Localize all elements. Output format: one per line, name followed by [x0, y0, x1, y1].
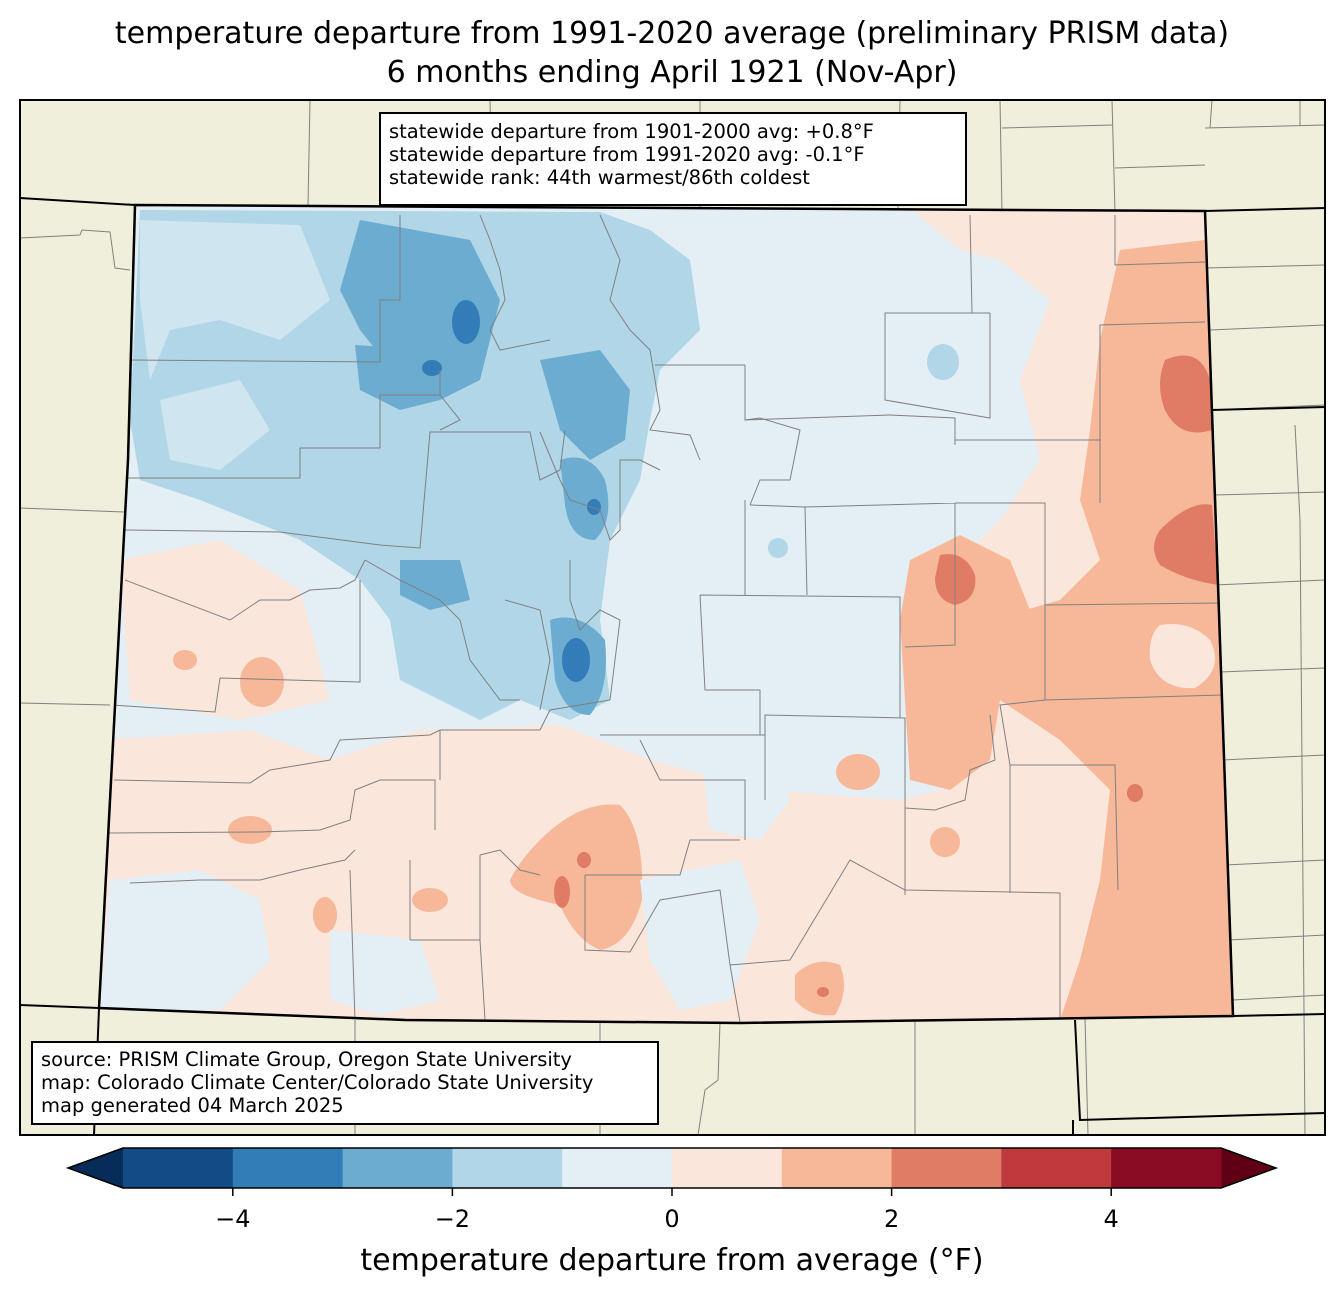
stat-line-1901-2000: statewide departure from 1901-2000 avg: … — [389, 120, 874, 143]
stat-line-1991-2020: statewide departure from 1991-2020 avg: … — [389, 143, 865, 166]
colorbar-tick-label: −2 — [434, 1205, 471, 1233]
departure-field — [99, 205, 1233, 1023]
colorbar-tick-label: 0 — [664, 1205, 680, 1233]
source-line: source: PRISM Climate Group, Oregon Stat… — [41, 1048, 572, 1071]
colorbar-tick-label: 2 — [883, 1205, 900, 1233]
map-title: temperature departure from 1991-2020 ave… — [114, 16, 1230, 51]
colorbar-outline — [65, 1147, 1279, 1189]
colorbar — [65, 1147, 1279, 1196]
colorbar-segment — [672, 1148, 783, 1188]
map-subtitle: 6 months ending April 1921 (Nov-Apr) — [386, 55, 958, 90]
colorbar-tick-label: −4 — [215, 1205, 251, 1233]
county-lines — [107, 214, 1223, 1023]
colorbar-label: temperature departure from average (°F) — [360, 1243, 984, 1278]
colorado-state-border — [97, 203, 1235, 1025]
colorbar-over-arrow — [1221, 1148, 1276, 1188]
colorbar-segment — [562, 1148, 673, 1188]
colorbar-segment — [342, 1148, 453, 1188]
colorbar-segment — [232, 1148, 344, 1188]
stat-line-rank: statewide rank: 44th warmest/86th coldes… — [389, 166, 810, 189]
map-credit-line: map: Colorado Climate Center/Colorado St… — [41, 1071, 594, 1094]
colorbar-segment — [891, 1148, 1002, 1188]
map-frame — [19, 99, 1326, 1136]
colorbar-under-arrow — [68, 1148, 123, 1188]
colorbar-tick-label: 4 — [1103, 1205, 1119, 1233]
colorbar-segment — [1111, 1148, 1222, 1188]
colorbar-segment — [452, 1148, 563, 1188]
colorbar-segment — [1001, 1148, 1112, 1188]
colorbar-segment — [123, 1148, 234, 1188]
source-box: source: PRISM Climate Group, Oregon Stat… — [31, 1041, 659, 1125]
statewide-stats-box: statewide departure from 1901-2000 avg: … — [379, 112, 967, 206]
colorbar-segment — [781, 1148, 893, 1188]
generated-date-line: map generated 04 March 2025 — [41, 1094, 344, 1117]
